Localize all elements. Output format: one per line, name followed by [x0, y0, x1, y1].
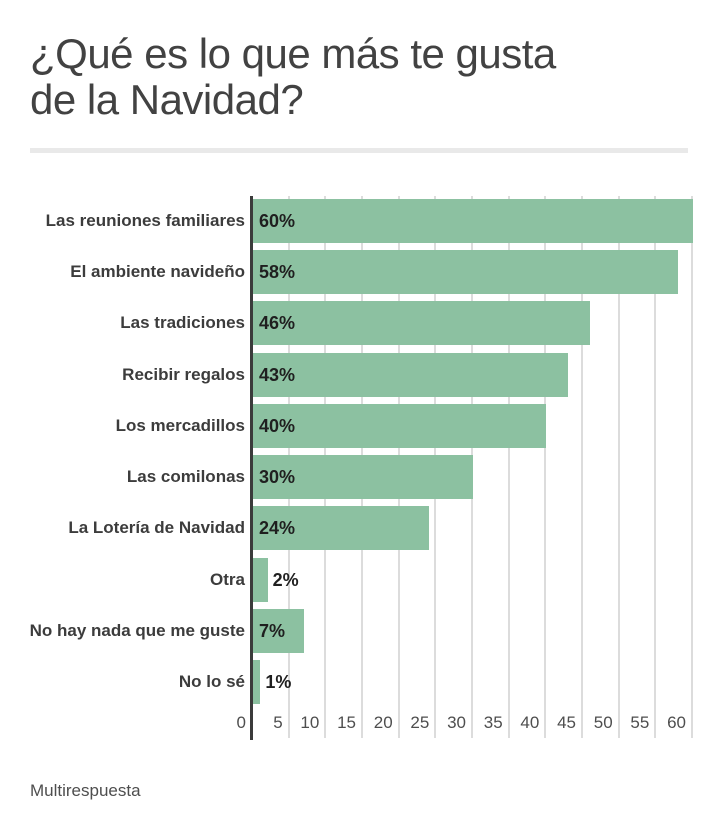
value-label: 2%: [272, 569, 299, 590]
category-label: Otra: [210, 569, 245, 589]
x-axis-tick-label: 60: [667, 713, 686, 732]
gridline: [691, 196, 693, 738]
bar-row: Las reuniones familiares 60%: [0, 199, 720, 243]
bar-row: No hay nada que me guste 7%: [0, 608, 720, 653]
bar: [253, 352, 569, 397]
bar-area: 43%: [253, 352, 720, 397]
bar: [253, 608, 305, 653]
bar: [253, 506, 429, 551]
x-axis-tick-label: 5: [273, 713, 283, 732]
x-axis-tick-label: 30: [447, 713, 466, 732]
bar-area: 7%: [253, 608, 720, 653]
category-label: No lo sé: [178, 671, 245, 691]
category-label: Las comilonas: [126, 467, 245, 487]
bar: [253, 659, 261, 704]
bar-area: 2%: [253, 557, 720, 602]
bar: [253, 403, 547, 448]
bar-chart: Las reuniones familiares 60% El ambiente n…: [0, 196, 720, 741]
title-divider: [30, 148, 688, 153]
x-axis-tick-label: 25: [410, 713, 430, 732]
bar-row: Las tradiciones 46%: [0, 301, 720, 346]
bar-area: 60%: [253, 199, 720, 243]
bar-row: El ambiente navideño 58%: [0, 250, 720, 295]
x-axis-tick-label: 45: [557, 713, 576, 732]
chart-title-line1: ¿Qué es lo que más te gusta: [30, 30, 556, 77]
bar-row: Las comilonas 30%: [0, 455, 720, 500]
bar-row: Otra 2%: [0, 557, 720, 602]
bar-area: 24%: [253, 506, 720, 551]
x-axis: 0 5 10 15 20 25 30 35 40 45 50 55 60: [0, 196, 720, 741]
value-label: 30%: [259, 467, 296, 488]
value-label: 58%: [259, 262, 296, 283]
bar-area: 40%: [253, 403, 720, 448]
value-label: 60%: [259, 211, 296, 231]
x-axis-tick-label: 15: [337, 713, 356, 732]
bar: [253, 199, 693, 243]
bar-area: 46%: [253, 301, 720, 346]
x-axis-tick-label: 0: [236, 713, 246, 732]
bar-area: 30%: [253, 455, 720, 500]
gridline: [544, 196, 547, 738]
category-label: Los mercadillos: [115, 415, 245, 435]
category-label: La Lotería de Navidad: [68, 518, 245, 538]
bar-row: Recibir regalos 43%: [0, 352, 720, 397]
chart-title-line2: de la Navidad?: [30, 76, 304, 123]
category-label: Las tradiciones: [120, 313, 245, 333]
chart-footnote: Multirespuesta: [30, 781, 141, 800]
x-axis-tick-label: 50: [593, 713, 613, 732]
x-axis-tick-label: 40: [520, 713, 540, 732]
bar-row: Los mercadillos 40%: [0, 403, 720, 448]
value-label: 7%: [259, 620, 286, 641]
chart-title: ¿Qué es lo que más te gusta de la Navida…: [30, 31, 556, 123]
value-label: 40%: [259, 415, 296, 436]
x-axis-tick-label: 35: [483, 713, 503, 732]
gridline: [507, 196, 510, 738]
value-label: 1%: [265, 671, 292, 692]
bar: [253, 301, 591, 346]
category-label: No hay nada que me guste: [29, 620, 245, 640]
value-label: 43%: [259, 364, 296, 385]
bar-area: 1%: [253, 659, 720, 704]
x-axis-tick-label: 10: [300, 713, 320, 732]
bar: [253, 250, 679, 295]
x-axis-tick-label: 20: [373, 713, 393, 732]
category-label: Recibir regalos: [122, 364, 245, 384]
x-axis-tick-label: 55: [630, 713, 650, 732]
category-label: El ambiente navideño: [70, 262, 245, 282]
y-axis-line: [250, 196, 253, 740]
bar-row: No lo sé 1%: [0, 659, 720, 704]
gridline: [654, 196, 657, 738]
bar-area: 58%: [253, 250, 720, 295]
bar: [253, 455, 473, 500]
value-label: 46%: [259, 313, 296, 334]
bar-rows: Las reuniones familiares 60% El ambiente n…: [0, 199, 720, 704]
bar-row: La Lotería de Navidad 24%: [0, 506, 720, 551]
category-label: Las reuniones familiares: [45, 211, 245, 230]
bar: [253, 557, 268, 602]
gridline: [617, 196, 620, 738]
gridline: [581, 196, 583, 738]
value-label: 24%: [259, 518, 296, 539]
